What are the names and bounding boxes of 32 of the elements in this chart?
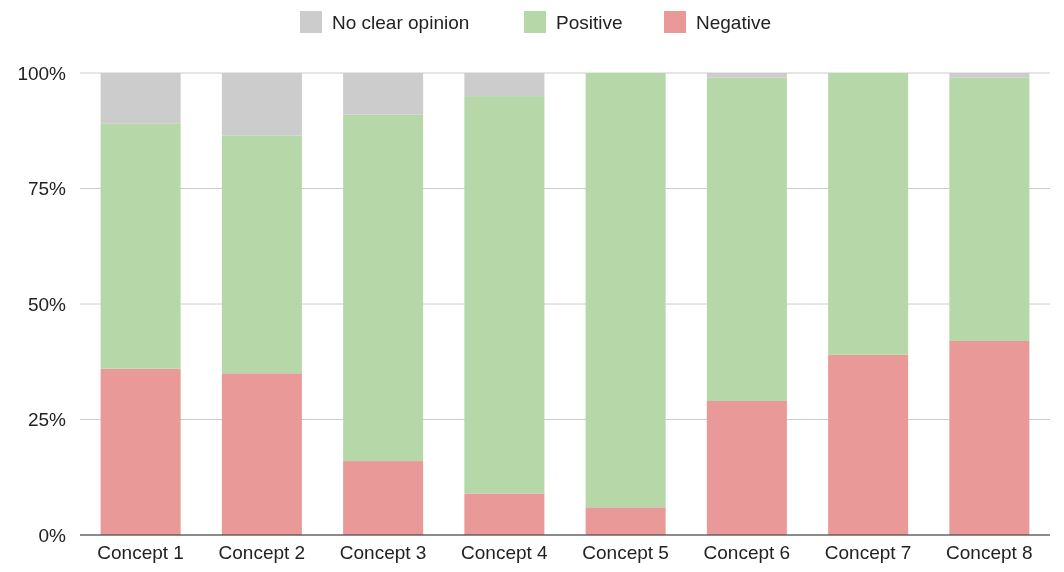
legend-label: Positive xyxy=(556,11,623,33)
y-tick-label: 50% xyxy=(27,293,67,315)
bar xyxy=(100,123,181,369)
y-tick-label: 25% xyxy=(27,409,67,431)
bar xyxy=(221,373,302,535)
bar xyxy=(949,340,1030,535)
bar xyxy=(343,114,424,462)
x-tick-label: Concept 6 xyxy=(703,542,791,563)
bar xyxy=(585,73,666,508)
bar xyxy=(464,96,545,494)
y-tick-label: 0% xyxy=(38,524,67,546)
legend-label: No clear opinion xyxy=(332,11,470,33)
x-tick-label: Concept 3 xyxy=(339,542,427,563)
bar xyxy=(343,461,424,535)
x-tick-label: Concept 5 xyxy=(582,542,669,563)
x-tick-label: Concept 4 xyxy=(461,542,549,563)
bar xyxy=(221,135,302,374)
bar xyxy=(100,368,181,535)
x-tick-label: Concept 7 xyxy=(824,542,912,563)
bar xyxy=(706,401,787,535)
legend-label: Negative xyxy=(696,11,771,33)
y-tick-label: 100% xyxy=(17,62,67,84)
bar xyxy=(949,77,1030,341)
x-tick-label: Concept 8 xyxy=(946,542,1033,563)
bar xyxy=(828,73,909,355)
x-tick-label: Concept 1 xyxy=(97,542,184,563)
x-tick-label: Concept 2 xyxy=(218,542,306,563)
bar xyxy=(706,77,787,402)
y-tick-label: 75% xyxy=(27,178,67,200)
bar xyxy=(464,493,545,535)
bar xyxy=(828,354,909,535)
bar xyxy=(585,507,666,535)
